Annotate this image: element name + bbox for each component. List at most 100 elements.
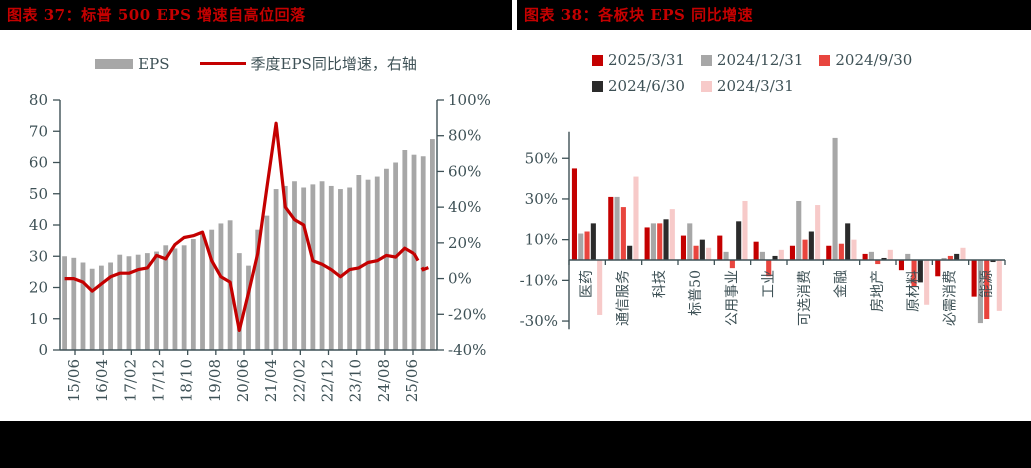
sector-bar (990, 260, 996, 263)
category-label: 必需消费 (943, 270, 959, 326)
eps-bar (144, 253, 150, 351)
sector-bar (693, 245, 699, 260)
sector-bar (802, 239, 808, 260)
square-swatch-icon (592, 54, 603, 66)
sector-bar (851, 239, 857, 260)
sector-bar (687, 223, 693, 260)
x-axis-tick-label: 22/02 (290, 359, 308, 402)
eps-growth-line (64, 121, 415, 332)
x-axis-tick-label: 18/10 (178, 359, 196, 402)
line-swatch-icon (199, 61, 246, 66)
x-axis-tick-label: 19/08 (206, 359, 224, 402)
sector-bar (935, 260, 941, 277)
sector-bar (911, 260, 917, 287)
sector-bar (614, 196, 620, 260)
eps-bar (108, 262, 113, 350)
category-label: 能源 (979, 270, 995, 298)
left-axis-tick-label: 40 (29, 216, 48, 234)
legend-label: 2024/9/30 (835, 51, 913, 69)
legend-label: 季度EPS同比增速，右轴 (250, 55, 417, 73)
sector-bar (584, 231, 590, 260)
eps-bar (89, 268, 95, 350)
right-axis-tick-label: 40% (448, 198, 481, 216)
legend-item: EPS (95, 55, 170, 73)
legend-item: 2024/3/31 (700, 77, 794, 95)
eps-bar (236, 253, 242, 351)
eps-bar (292, 181, 297, 350)
sector-bar (917, 260, 923, 283)
x-axis-tick-label: 17/12 (150, 359, 168, 402)
sector-bar (578, 233, 584, 260)
sector-bar (826, 245, 832, 260)
x-axis-tick-label: 25/06 (403, 359, 421, 402)
eps-chart-legend: EPS 季度EPS同比增速，右轴 (0, 53, 512, 74)
sector-chart-legend-row-1: 2025/3/31 2024/12/31 2024/9/30 (592, 51, 912, 69)
sector-bar (875, 260, 881, 265)
eps-bar (282, 185, 288, 350)
x-axis-tick-label: 23/10 (347, 359, 365, 402)
eps-bar (80, 262, 86, 350)
sector-bar (796, 200, 802, 260)
legend-label: 2024/6/30 (608, 77, 685, 95)
sector-bar (960, 247, 966, 260)
category-label: 房地产 (870, 270, 886, 312)
sector-grouped-bar-chart: 50% 30% 10% -10% -30% 医药 通信服务 科技 标普50 公用事业 工业 可选消费 金… (520, 131, 1006, 330)
sector-bar (597, 260, 603, 315)
sector-bar (742, 200, 748, 260)
category-label: 通信服务 (616, 270, 632, 326)
x-axis-tick-label: 17/02 (121, 359, 139, 402)
category-label: 金融 (834, 270, 850, 298)
y-axis-tick-label: -10% (520, 271, 558, 289)
category-label: 科技 (652, 270, 668, 298)
sector-bar (657, 223, 663, 260)
left-axis-tick-label: 50 (29, 185, 48, 203)
sector-bar (789, 245, 795, 260)
eps-bar (255, 229, 261, 350)
legend-item: 2024/12/31 (700, 51, 803, 69)
x-axis-tick-label: 22/12 (319, 359, 337, 402)
eps-bar (172, 248, 178, 350)
square-swatch-icon (819, 54, 831, 66)
sector-bar (778, 249, 784, 260)
y-axis-tick-label: -30% (520, 312, 558, 330)
y-axis-tick-label: 50% (525, 149, 558, 167)
sector-bar (669, 209, 675, 261)
y-axis-tick-label: 10% (525, 231, 558, 249)
eps-bar (356, 175, 362, 350)
square-swatch-icon (592, 80, 603, 92)
left-axis-tick-label: 30 (29, 247, 48, 265)
left-axis-tick-label: 70 (29, 122, 48, 140)
eps-bar (181, 245, 187, 350)
y-axis-tick-label: 30% (525, 190, 558, 208)
right-axis-tick-label: 100% (448, 91, 491, 109)
sector-bar (620, 207, 626, 260)
sector-bar (905, 253, 911, 261)
category-label: 医药 (579, 270, 595, 298)
eps-bar (365, 179, 371, 350)
category-label: 工业 (761, 270, 777, 298)
sector-bar (753, 241, 759, 261)
bar-swatch-icon (95, 58, 134, 69)
right-axis-tick-label: 0% (448, 270, 472, 288)
sector-bar (644, 227, 650, 260)
x-axis-tick-label: 16/04 (93, 359, 111, 402)
right-axis-tick-label: -20% (448, 305, 486, 323)
eps-bar (209, 229, 215, 350)
sector-bar (633, 176, 639, 260)
eps-bar (163, 245, 169, 350)
x-axis-tick-label: 15/06 (65, 359, 83, 402)
sector-bar (815, 205, 821, 260)
square-swatch-icon (700, 80, 712, 92)
sector-bar (590, 223, 596, 260)
left-axis-tick-label: 80 (29, 91, 48, 109)
eps-bar (310, 184, 316, 351)
eps-bar (218, 223, 224, 350)
legend-item: 2024/6/30 (592, 77, 685, 95)
sector-bar (766, 260, 772, 277)
sector-bar (832, 137, 838, 260)
eps-bar (420, 156, 426, 350)
sector-bar (887, 249, 893, 260)
x-axis-tick-label: 24/08 (375, 359, 393, 402)
legend-item: 季度EPS同比增速，右轴 (199, 53, 417, 74)
eps-bar (71, 257, 77, 350)
